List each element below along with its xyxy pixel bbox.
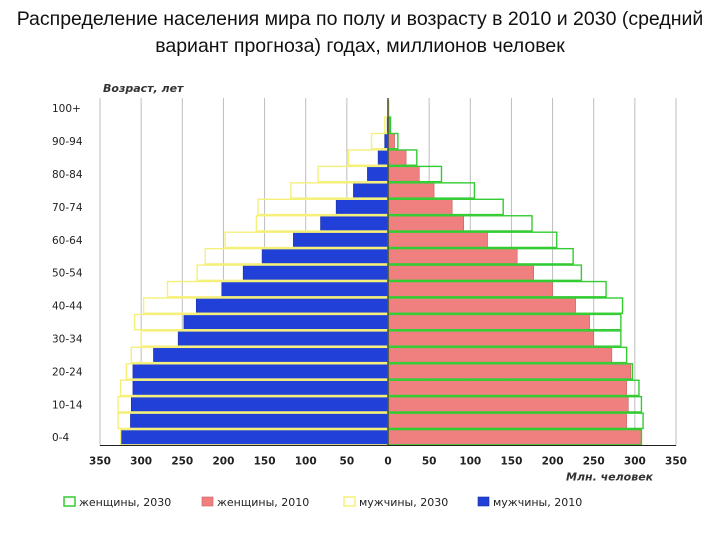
bar-right-40-44 (387, 297, 576, 314)
legend-swatch (343, 496, 356, 507)
bar-right-35-39 (387, 314, 590, 331)
y-tick-label: 40-44 (52, 301, 83, 313)
bar-left-45-49 (221, 281, 389, 298)
y-tick-label: 10-14 (52, 399, 83, 411)
bar-left-80-84 (367, 166, 389, 182)
bar-left-75-79 (353, 182, 389, 199)
x-tick-label: 150 (254, 455, 276, 467)
bar-left-30-34 (177, 330, 389, 347)
bar-right-85-89 (387, 149, 407, 166)
bar-right-15-19 (387, 379, 627, 396)
bar-left-20-24 (132, 363, 389, 380)
x-tick-label: 50 (340, 455, 355, 467)
y-tick-label: 30-34 (52, 334, 83, 346)
x-axis-title: Млн. человек (566, 470, 654, 483)
legend-label: мужчины, 2030 (359, 496, 448, 509)
legend-label: женщины, 2010 (217, 496, 309, 509)
x-tick-label: 50 (422, 455, 437, 467)
y-tick-label: 80-84 (52, 169, 83, 181)
bar-right-55-59 (387, 248, 518, 265)
x-tick-label: 300 (624, 455, 646, 467)
page-title: Распределение населения мира по полу и в… (16, 8, 704, 57)
legend-label: женщины, 2030 (79, 496, 171, 509)
bar-left-10-14 (130, 396, 389, 413)
x-tick-label: 350 (665, 455, 687, 467)
x-tick-label: 100 (295, 455, 317, 467)
x-tick-label: 0 (384, 455, 391, 467)
bar-right-5-9 (387, 412, 627, 429)
bar-right-0-4 (387, 429, 642, 446)
legend-swatch (201, 496, 214, 507)
bar-right-70-74 (387, 199, 453, 215)
x-tick-label: 100 (459, 455, 481, 467)
bar-right-25-29 (387, 347, 613, 363)
bar-right-30-34 (387, 330, 595, 347)
legend-label: мужчины, 2010 (493, 496, 582, 509)
x-tick-label: 200 (542, 455, 564, 467)
legend: женщины, 2030 женщины, 2010 мужчины, 2030 м… (63, 496, 582, 509)
bar-right-45-49 (387, 281, 553, 298)
bar-right-75-79 (387, 182, 435, 199)
bars (117, 99, 644, 446)
bar-right-20-24 (387, 363, 632, 380)
bar-left-35-39 (183, 314, 389, 331)
y-tick-label: 100+ (52, 103, 81, 115)
x-tick-label: 300 (130, 455, 152, 467)
bar-left-70-74 (335, 199, 389, 215)
x-tick-label: 150 (500, 455, 522, 467)
x-tick-label: 250 (583, 455, 605, 467)
tick-labels: Возраст, лет 0-4 10-14 20-24 30-34 40-44 50-54… (52, 82, 687, 483)
bar-left-15-19 (132, 379, 389, 396)
bar-right-60-64 (387, 231, 488, 248)
y-tick-label: 0-4 (52, 432, 69, 444)
legend-swatch (63, 496, 76, 507)
bar-left-65-69 (320, 215, 389, 232)
bar-left-60-64 (293, 231, 389, 248)
y-tick-label: 60-64 (52, 235, 83, 247)
bar-left-0-4 (120, 429, 389, 446)
bar-left-55-59 (261, 248, 389, 265)
bar-right-65-69 (387, 215, 465, 232)
bar-right-90-94 (387, 133, 395, 150)
x-tick-label: 200 (212, 455, 234, 467)
bar-right-10-14 (387, 396, 629, 413)
y-axis-title: Возраст, лет (103, 82, 184, 95)
bar-left-50-54 (242, 264, 389, 281)
bar-left-5-9 (130, 412, 389, 429)
bar-right-80-84 (387, 166, 420, 182)
y-tick-label: 70-74 (52, 202, 83, 214)
bar-left-85-89 (377, 149, 389, 166)
y-tick-label: 90-94 (52, 136, 83, 148)
y-tick-label: 20-24 (52, 366, 83, 378)
x-tick-label: 350 (89, 455, 111, 467)
bar-left-40-44 (195, 297, 389, 314)
bar-right-50-54 (387, 264, 534, 281)
y-tick-label: 50-54 (52, 268, 83, 280)
axes (100, 98, 676, 446)
x-tick-label: 250 (171, 455, 193, 467)
legend-swatch (477, 496, 490, 507)
bar-left-25-29 (153, 347, 389, 363)
